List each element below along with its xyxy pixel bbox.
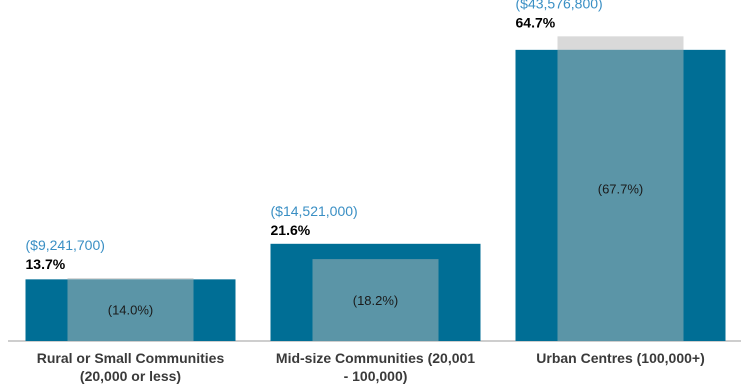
percent-label-3: 64.7% (516, 14, 556, 30)
labels-group: (14.0%) 13.7% ($9,241,700) (18.2%) 21.6% ($14… (26, 0, 644, 318)
inner-bar-3 (557, 49, 684, 341)
inner-bar-overflow-1 (67, 278, 194, 280)
category-label-1-line-1: Rural or Small Communities (37, 350, 225, 366)
inner-bar-overflow-3 (557, 36, 684, 50)
category-label-3-line-1: Urban Centres (100,000+) (536, 350, 704, 366)
category-label-2-line-1: Mid-size Communities (20,001 (276, 350, 475, 366)
inner-bar-1 (67, 279, 194, 341)
category-label-2-line-2: - 100,000) (344, 368, 408, 384)
inner-value-label-1: (14.0%) (108, 303, 154, 318)
amount-label-1: ($9,241,700) (26, 237, 105, 253)
amount-label-3: ($43,576,800) (516, 0, 603, 11)
category-labels-group: Rural or Small Communities (20,000 or les… (37, 350, 705, 384)
percent-label-2: 21.6% (271, 222, 311, 238)
inner-bar-2 (312, 259, 439, 341)
amount-label-2: ($14,521,000) (271, 203, 358, 219)
category-label-1-line-2: (20,000 or less) (80, 368, 181, 384)
inner-value-label-2: (18.2%) (353, 293, 399, 308)
bars-group (25, 36, 726, 341)
inner-value-label-3: (67.7%) (598, 182, 644, 197)
percent-label-1: 13.7% (26, 256, 66, 272)
